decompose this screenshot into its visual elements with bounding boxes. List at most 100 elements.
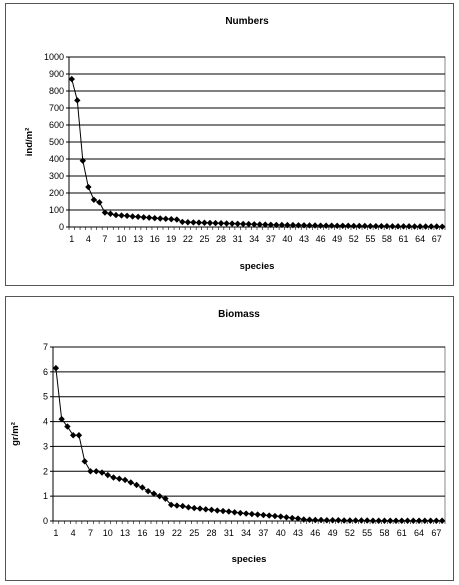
chart-2-x-tick-label: 10 <box>103 528 113 538</box>
chart-2-x-tick-label: 52 <box>345 528 355 538</box>
chart-2-y-tick-label: 0 <box>43 516 48 526</box>
chart-2-data-point <box>196 505 204 512</box>
chart-1-data-point <box>239 220 247 228</box>
chart-2-x-tick-label: 58 <box>379 528 389 538</box>
chart-1-data-point <box>345 222 352 230</box>
chart-1-data-point <box>245 220 252 228</box>
chart-1-x-tick-label: 61 <box>399 234 409 244</box>
chart-1-data-point <box>284 221 291 229</box>
chart-1-data-point <box>112 211 120 219</box>
chart-2-x-tick-label: 43 <box>293 528 303 538</box>
chart-2-data-point <box>81 458 88 465</box>
chart-1-data-point <box>145 214 153 221</box>
chart-1-x-tick-label: 13 <box>133 234 143 244</box>
chart-1-data-point <box>383 222 391 230</box>
chart-1-data-point <box>306 222 313 229</box>
chart-1-data-point <box>228 220 236 227</box>
chart-1-data-point <box>400 223 407 230</box>
chart-2-x-tick-label: 7 <box>88 528 93 538</box>
chart-2-x-tick-label: 55 <box>362 528 372 538</box>
biomass-chart-panel: 0 1 2 3 4 5 6 7 1 4 7 10 13 16 19 22 25 28 31 34 37 40 43 46 49 5… <box>5 296 454 581</box>
chart-2-data-point <box>271 512 279 520</box>
chart-2-data-point <box>127 479 135 486</box>
chart-1-data-point <box>96 199 103 206</box>
chart-1-x-tick-label: 19 <box>166 234 176 244</box>
chart-1-x-tick-label: 25 <box>199 234 209 244</box>
chart-1-data-point <box>339 222 346 230</box>
chart-1-y-tick-label: 600 <box>49 120 64 130</box>
chart-1-data-point <box>295 222 302 229</box>
chart-2-data-point <box>242 510 250 517</box>
chart-2-y-tick-label: 3 <box>43 441 48 451</box>
chart-1-data-point <box>79 157 87 164</box>
chart-2-x-tick-label: 1 <box>53 528 58 538</box>
chart-1-x-tick-label: 67 <box>432 234 442 244</box>
chart-1-data-point <box>433 223 440 230</box>
chart-1-data-point <box>184 219 192 226</box>
chart-2-x-tick-label: 61 <box>397 528 407 538</box>
chart-1-title: Numbers <box>225 16 269 27</box>
chart-2-x-tick-label: 34 <box>241 528 251 538</box>
chart-2-x-tick-label: 40 <box>276 528 286 538</box>
chart-1-data-point <box>416 223 424 230</box>
chart-2-y-tick-label: 5 <box>43 392 48 402</box>
chart-2-x-tick-label: 22 <box>172 528 182 538</box>
chart-1-x-tick-label: 58 <box>382 234 392 244</box>
chart-1-y-tick-label: 200 <box>49 188 64 198</box>
chart-2-data-point <box>139 484 146 491</box>
chart-1-data-point <box>195 219 203 226</box>
chart-1-y-tick-label: 400 <box>49 154 64 164</box>
chart-1-data-point <box>101 209 109 216</box>
chart-1-data-point <box>129 213 136 220</box>
chart-2-data-point <box>93 468 100 475</box>
chart-1-data-point <box>422 223 429 230</box>
chart-2-x-tick-label: 4 <box>71 528 76 538</box>
chart-1-x-tick-label: 40 <box>282 234 292 244</box>
chart-2-y-axis-label: gr/m² <box>10 422 21 446</box>
chart-1-data-point <box>157 215 164 222</box>
chart-2-data-point <box>69 432 77 439</box>
numbers-chart: 0 100 200 300 400 500 600 700 800 900 1000 1 4 7 10 13 1… <box>24 16 446 272</box>
chart-1-y-tick-label: 900 <box>49 69 64 79</box>
chart-1-data-point <box>123 212 131 219</box>
chart-2-data-point <box>173 502 181 509</box>
chart-2-data-point <box>52 364 60 372</box>
chart-1-data-point <box>134 213 142 220</box>
chart-2-data-point <box>225 508 233 515</box>
chart-1-data-point <box>251 221 258 228</box>
chart-1-x-tick-label: 43 <box>299 234 309 244</box>
chart-1-x-axis-label: species <box>240 261 275 272</box>
chart-2-data-point <box>191 504 198 512</box>
chart-2-y-tick-label: 1 <box>43 491 48 501</box>
chart-1-data-point <box>201 219 208 226</box>
chart-2-x-tick-label: 67 <box>431 528 441 538</box>
chart-2-data-point <box>150 490 158 497</box>
chart-1-data-point <box>107 210 114 217</box>
chart-2-data-point <box>185 504 192 511</box>
chart-1-x-tick-label: 31 <box>233 234 243 244</box>
chart-1-data-point <box>300 222 308 229</box>
chart-1-data-point <box>311 222 319 229</box>
chart-2-data-point <box>110 474 117 481</box>
chart-1-y-axis-label: ind/m² <box>24 128 35 157</box>
chart-1-data-point <box>350 222 357 230</box>
chart-2-x-tick-label: 13 <box>120 528 130 538</box>
chart-2-data-point <box>75 432 83 439</box>
chart-1-data-point <box>328 222 335 229</box>
chart-2-data-point <box>202 506 209 513</box>
chart-1-data-point <box>140 214 147 221</box>
chart-1-data-point <box>179 218 186 226</box>
chart-1-data-point <box>394 223 402 230</box>
chart-1-x-tick-label: 1 <box>69 234 74 244</box>
chart-2-data-point <box>294 515 302 522</box>
chart-2-data-point <box>87 468 94 475</box>
chart-1-data-point <box>378 222 385 230</box>
chart-1-data-point <box>173 216 181 223</box>
chart-2-x-tick-label: 46 <box>310 528 320 538</box>
chart-1-y-tick-label: 100 <box>49 205 64 215</box>
chart-1-x-tick-label: 37 <box>266 234 276 244</box>
chart-1-x-tick-label: 46 <box>316 234 326 244</box>
chart-1-data-point <box>212 219 219 227</box>
chart-1-data-point <box>90 196 98 203</box>
